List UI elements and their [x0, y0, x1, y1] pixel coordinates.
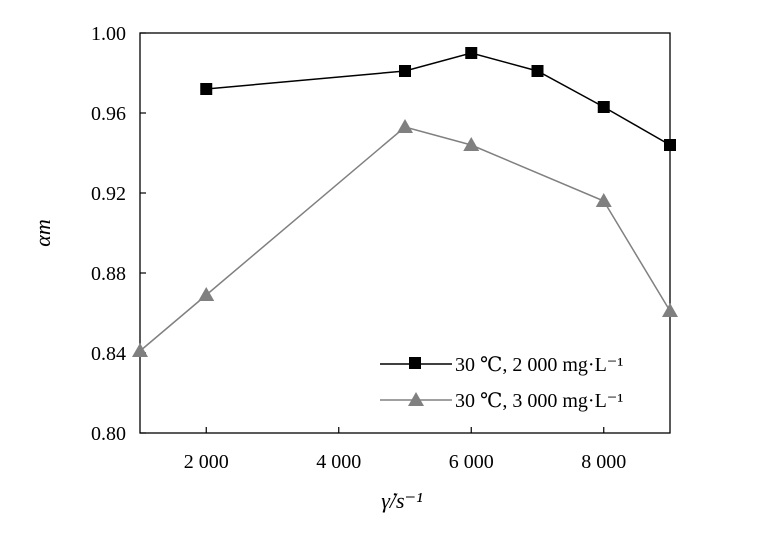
series-2-point: [463, 137, 480, 151]
series-2-point: [595, 193, 612, 207]
series-1-point: [200, 83, 213, 95]
x-tick-label: 4 000: [316, 451, 361, 473]
legend: 30 ℃, 2 000 mg·L⁻¹ 30 ℃, 3 000 mg·L⁻¹: [380, 354, 623, 412]
legend-label-series-2: 30 ℃, 3 000 mg·L⁻¹: [455, 390, 623, 412]
legend-square-marker-icon: [409, 357, 421, 369]
series-2-line: [139, 126, 671, 352]
plot-area: [139, 32, 671, 434]
series-2-point: [662, 303, 678, 317]
x-tick-label: 8 000: [581, 451, 626, 473]
series-1-point: [465, 47, 478, 59]
y-tick-label: 0.88: [91, 263, 126, 285]
series-2-point: [397, 119, 413, 133]
y-tick-label: 0.80: [91, 423, 126, 445]
y-tick-label: 0.84: [91, 343, 126, 365]
legend-label-series-1: 30 ℃, 2 000 mg·L⁻¹: [455, 354, 623, 376]
series-2-point: [198, 287, 215, 301]
x-tick-label: 6 000: [449, 451, 494, 473]
x-tick-label: 2 000: [184, 451, 229, 473]
series-1-point: [664, 139, 676, 151]
y-tick-label: 1.00: [91, 23, 126, 45]
y-axis-ticks: 0.80 0.84 0.88 0.92 0.96 1.00: [91, 23, 146, 445]
series-1-point: [399, 65, 411, 77]
y-tick-label: 0.92: [91, 183, 126, 205]
y-axis-title: αm: [30, 219, 55, 246]
series-2-point: [132, 343, 148, 357]
y-tick-label: 0.96: [91, 103, 126, 125]
x-axis-title: γ̇/s⁻¹: [381, 488, 423, 513]
series-1-line: [206, 52, 671, 146]
series-1-point: [597, 101, 610, 113]
x-axis-ticks: 2 000 4 000 6 000 8 000: [184, 427, 626, 473]
series-1-point: [531, 65, 544, 77]
series-layer: [132, 47, 678, 357]
legend-triangle-marker-icon: [408, 392, 424, 406]
